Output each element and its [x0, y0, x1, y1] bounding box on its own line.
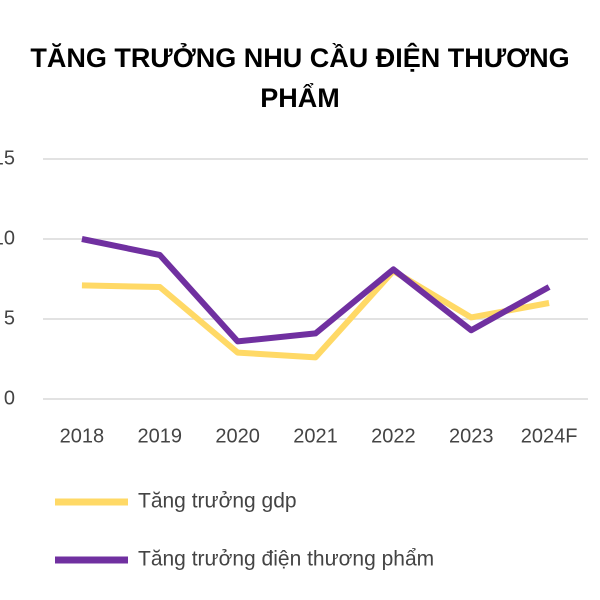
data-line — [81, 236, 551, 345]
y-tick-label: 10 — [0, 227, 15, 249]
legend-label: Tăng trưởng điện thương phẩm — [138, 548, 434, 571]
chart-title: TĂNG TRƯỞNG NHU CẦU ĐIỆN THƯƠNG PHẨM — [30, 43, 570, 113]
x-tick-label: 2021 — [293, 425, 338, 447]
x-tick-label: 2022 — [371, 425, 416, 447]
x-tick-label: 2018 — [60, 425, 105, 447]
data-line — [81, 268, 550, 361]
x-tick-label: 2024F — [521, 425, 578, 447]
legend-label: Tăng trưởng gdp — [138, 490, 297, 513]
x-tick-label: 2023 — [449, 425, 494, 447]
y-tick-label: 5 — [4, 307, 15, 329]
y-tick-label: 0 — [4, 387, 15, 409]
x-tick-label: 2020 — [215, 425, 260, 447]
y-tick-label: 15 — [0, 147, 15, 169]
x-tick-label: 2019 — [138, 425, 183, 447]
